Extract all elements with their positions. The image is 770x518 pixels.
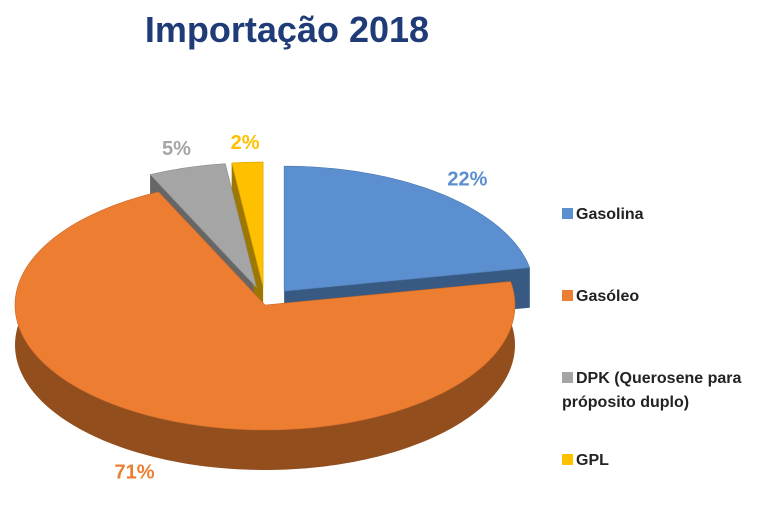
legend-swatch bbox=[562, 208, 573, 219]
legend-label: DPK (Querosene para próposito duplo) bbox=[562, 370, 742, 411]
slice bbox=[14, 191, 516, 431]
legend-swatch bbox=[562, 372, 573, 383]
legend-swatch bbox=[562, 290, 573, 301]
legend-label: Gasóleo bbox=[576, 288, 640, 305]
legend-swatch bbox=[562, 454, 573, 465]
data-label: 71% bbox=[114, 461, 154, 483]
slice bbox=[149, 163, 258, 289]
data-label: 5% bbox=[162, 138, 191, 160]
legend-item: GPL bbox=[562, 449, 767, 473]
data-label: 2% bbox=[231, 132, 260, 154]
legend-item: DPK (Querosene para próposito duplo) bbox=[562, 367, 767, 415]
legend-item: Gasolina bbox=[562, 203, 767, 227]
legend-item: Gasóleo bbox=[562, 285, 767, 309]
legend-label: Gasolina bbox=[576, 206, 644, 223]
slice bbox=[283, 165, 531, 292]
chart-title: Importação 2018 bbox=[145, 9, 429, 50]
slice bbox=[231, 161, 264, 288]
data-label: 22% bbox=[447, 169, 487, 191]
legend-label: GPL bbox=[576, 452, 609, 469]
pie-tops bbox=[14, 161, 531, 431]
